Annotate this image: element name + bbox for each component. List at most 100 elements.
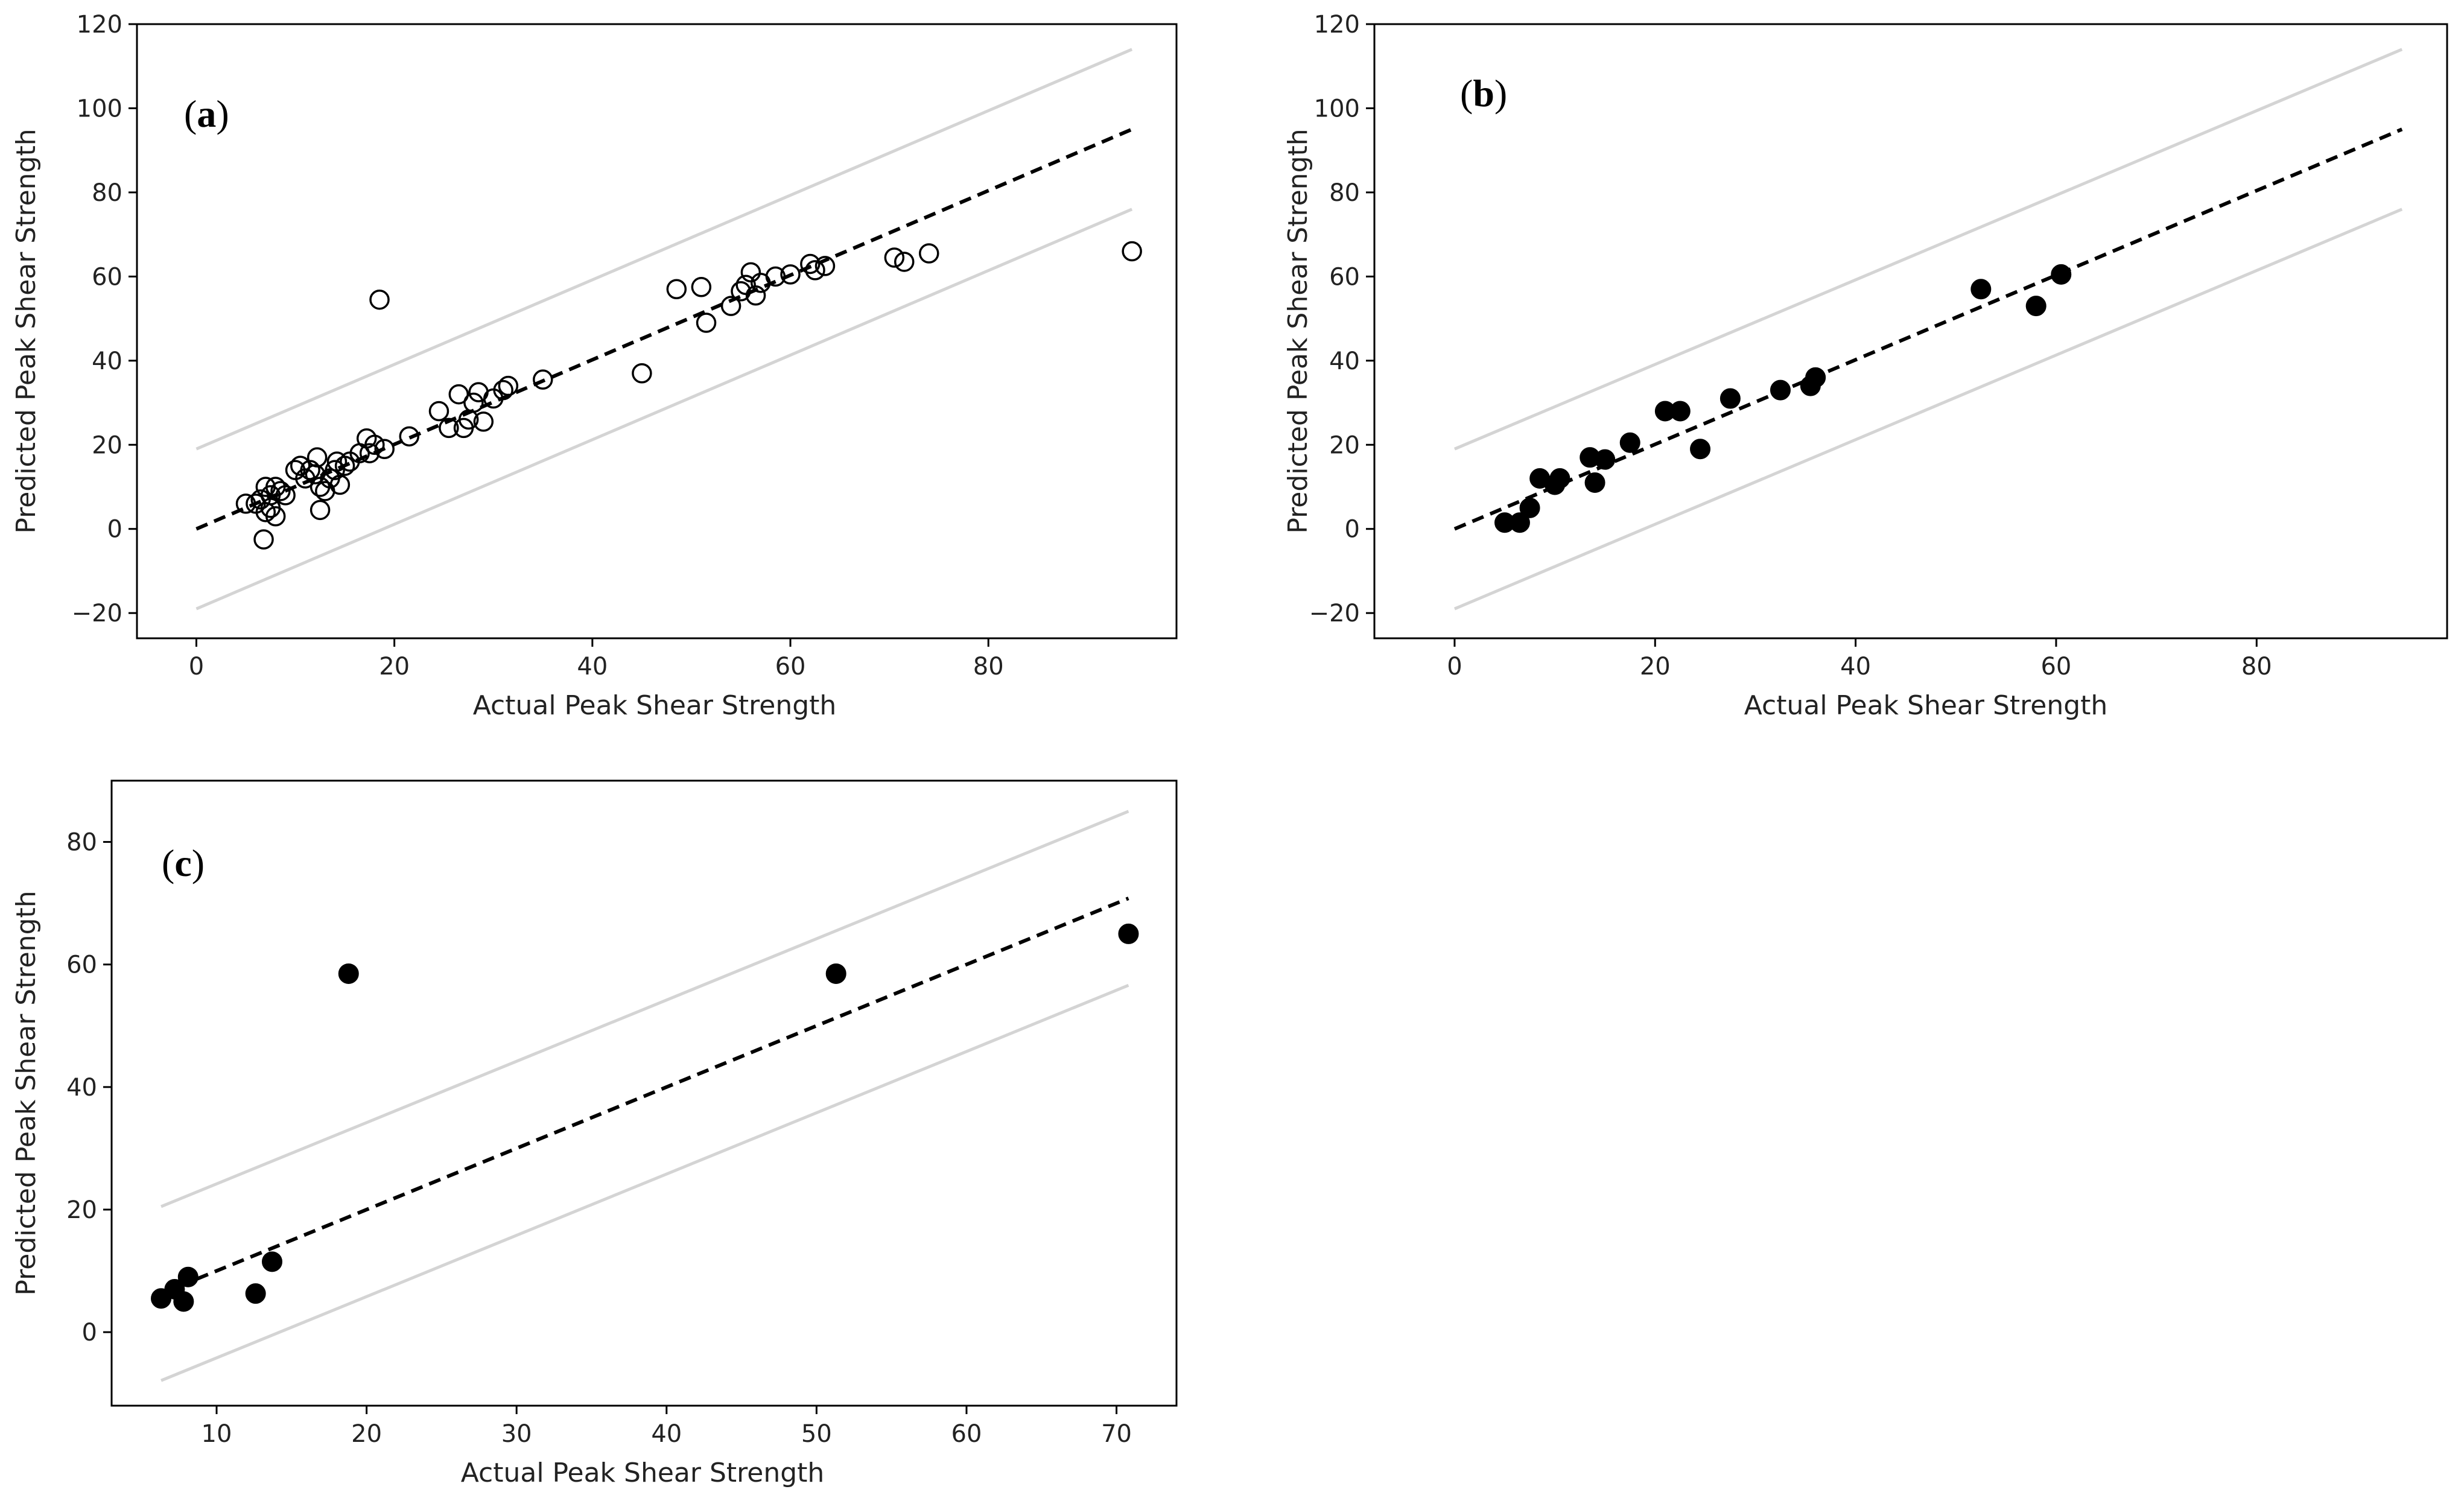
data-point [498,375,519,396]
lower-band-line [195,208,1133,611]
panel-label-open: ( [1460,72,1473,115]
data-point [463,392,484,413]
panel-label: (b) [1460,72,1507,115]
fit-line [160,896,1129,1295]
x-tick-label: 20 [1640,653,1671,681]
x-tick-label: 20 [351,1420,382,1448]
data-point [814,256,836,276]
x-tick-label: 70 [1101,1420,1132,1448]
y-tick-label: −20 [72,600,122,627]
y-tick-label: 100 [1314,95,1360,122]
lower-band-path [160,983,1129,1382]
panel-b: 0 20 40 60 80 −20 0 20 40 60 80 100 120 Actual Peak… [1283,11,2448,721]
y-tick-label: 20 [66,1196,97,1224]
panel-label-close: ) [192,842,205,884]
data-point [765,266,786,287]
x-axis-ticks: 10 20 30 40 50 60 70 [202,1406,1132,1448]
data-point [1805,367,1826,388]
data-point [1719,388,1741,409]
y-axis-label: Predicted Peak Shear Strength [1283,129,1313,533]
x-axis-ticks: 0 20 40 60 80 [1447,638,2272,681]
data-point [696,313,717,333]
y-axis-label: Predicted Peak Shear Strength [11,890,42,1295]
y-tick-label: 0 [1345,516,1360,544]
y-axis-ticks: −20 0 20 40 60 80 100 120 [72,11,137,627]
y-tick-label: 80 [92,179,122,207]
x-tick-label: 60 [2040,653,2071,681]
panel-label-close: ) [216,92,229,135]
data-point [1970,279,1992,300]
data-point [338,963,359,984]
y-tick-label: 20 [1329,431,1360,459]
data-point [439,417,459,439]
data-point [666,279,687,300]
x-tick-label: 30 [501,1420,532,1448]
data-point [1770,379,1791,401]
data-point [261,1251,282,1272]
y-axis-ticks: 0 20 40 60 80 [66,829,112,1347]
data-point [894,252,915,272]
y-axis-ticks: −20 0 20 40 60 80 100 120 [1309,11,1374,627]
fit-line [1453,127,2403,531]
y-tick-label: 80 [1329,179,1360,207]
data-point [1122,241,1142,262]
lower-band-line [1453,208,2403,611]
panel-label-letter: a [197,92,216,135]
data-point [334,455,355,476]
panel-label-letter: c [174,842,191,884]
panel-label-open: ( [162,842,174,884]
x-axis-label: Actual Peak Shear Strength [1744,690,2108,721]
lower-band-line [160,983,1129,1382]
data-point [306,447,328,468]
data-point [1549,468,1570,489]
fit-line-path [195,127,1133,531]
panel-c: 10 20 30 40 50 60 70 0 20 40 60 80 Actual Peak She… [11,779,1178,1488]
data-point [290,455,311,476]
data-points [151,923,1139,1312]
plot-frame [110,779,1178,1407]
plot-frame [1373,23,2448,639]
panel-label-close: ) [1494,72,1507,115]
upper-band-line [195,48,1133,451]
data-point [493,379,513,401]
y-tick-label: 40 [66,1074,97,1102]
data-point [310,500,331,521]
data-point [275,485,296,506]
y-tick-label: 60 [66,951,97,979]
y-tick-label: −20 [1309,600,1360,627]
x-tick-label: 10 [202,1420,232,1448]
panel-a: 0 20 40 60 80 −20 0 20 40 60 80 100 120 Actual Peak… [11,11,1178,721]
y-tick-label: 40 [1329,347,1360,375]
upper-band-path [160,810,1129,1208]
data-point [369,289,390,310]
data-point [1669,401,1691,422]
y-tick-label: 0 [107,516,122,544]
data-point [780,264,801,285]
data-point [731,281,751,302]
panel-label: (c) [162,842,205,884]
upper-band-path [195,48,1133,451]
data-point [245,1283,266,1304]
data-point [325,460,345,480]
data-point [720,296,741,316]
panel-label: (a) [184,92,229,135]
data-point [2025,296,2046,317]
x-tick-label: 80 [973,653,1004,681]
lower-band-path [1453,208,2403,611]
data-point [1595,449,1616,470]
data-point [399,426,420,447]
data-point [691,277,712,297]
data-point [1509,512,1530,533]
y-tick-label: 80 [66,829,97,857]
y-tick-label: 120 [77,11,122,39]
data-point [329,474,351,495]
x-tick-label: 50 [801,1420,832,1448]
data-point [374,439,395,459]
y-tick-label: 0 [82,1319,97,1347]
y-axis-label: Predicted Peak Shear Strength [11,129,42,533]
x-tick-label: 80 [2241,653,2272,681]
data-point [919,243,939,264]
data-point [632,363,652,384]
y-tick-label: 60 [1329,263,1360,291]
